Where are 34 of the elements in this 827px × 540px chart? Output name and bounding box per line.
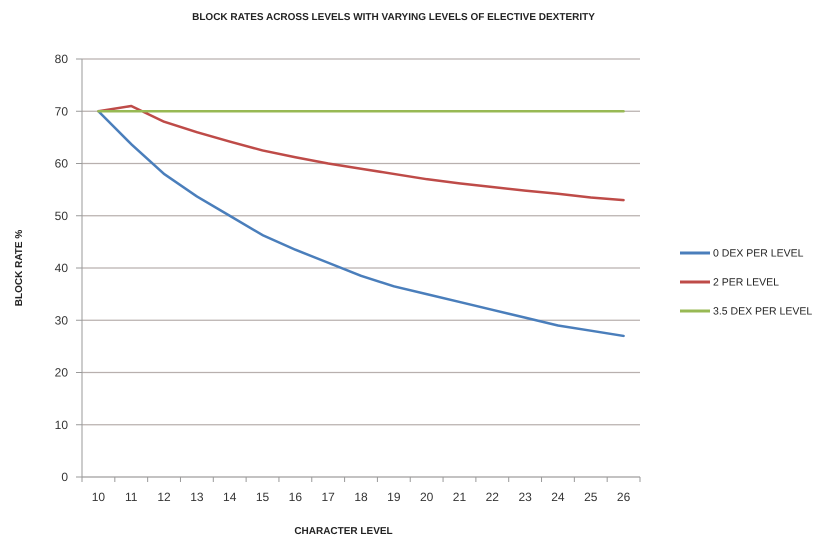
x-tick-label: 14: [223, 490, 237, 504]
x-tick-label: 15: [256, 490, 270, 504]
y-tick-label: 60: [54, 156, 68, 171]
x-tick-label: 25: [584, 490, 598, 504]
x-tick-label: 17: [321, 490, 336, 504]
x-tick-label: 18: [354, 490, 368, 504]
x-tick-label: 26: [616, 490, 631, 504]
x-tick-label: 20: [420, 490, 434, 504]
x-tick-label: 23: [518, 490, 532, 504]
y-tick-label: 70: [54, 104, 68, 118]
x-tick-label: 11: [125, 490, 138, 504]
x-tick-label: 13: [190, 490, 204, 504]
x-tick-label: 24: [551, 490, 565, 504]
x-tick-label: 22: [486, 490, 500, 504]
line-series: [97, 110, 625, 338]
x-tick-label: 10: [92, 490, 106, 504]
y-tick-label: 0: [61, 470, 68, 484]
x-tick-label: 16: [288, 490, 302, 504]
legend-label: 3.5 DEX PER LEVEL: [713, 306, 812, 318]
x-axis-title: CHARACTER LEVEL: [294, 526, 393, 537]
y-tick-label: 10: [54, 418, 68, 432]
chart-title: BLOCK RATES ACROSS LEVELS WITH VARYING LEVELS OF ELECTIVE DEXTERITY: [192, 12, 596, 23]
y-tick-label: 50: [54, 208, 68, 223]
line-series: [97, 104, 625, 202]
x-tick-label: 19: [387, 490, 401, 504]
y-tick-label: 80: [54, 52, 68, 66]
x-tick-label: 21: [452, 490, 466, 504]
y-tick-label: 40: [54, 261, 68, 276]
y-tick-label: 30: [54, 313, 68, 328]
y-tick-label: 20: [54, 366, 68, 380]
legend-label: 0 DEX PER LEVEL: [713, 248, 804, 260]
y-axis-title: BLOCK RATE %: [14, 230, 25, 306]
x-tick-label: 12: [157, 490, 172, 504]
legend-label: 2 PER LEVEL: [713, 276, 780, 289]
